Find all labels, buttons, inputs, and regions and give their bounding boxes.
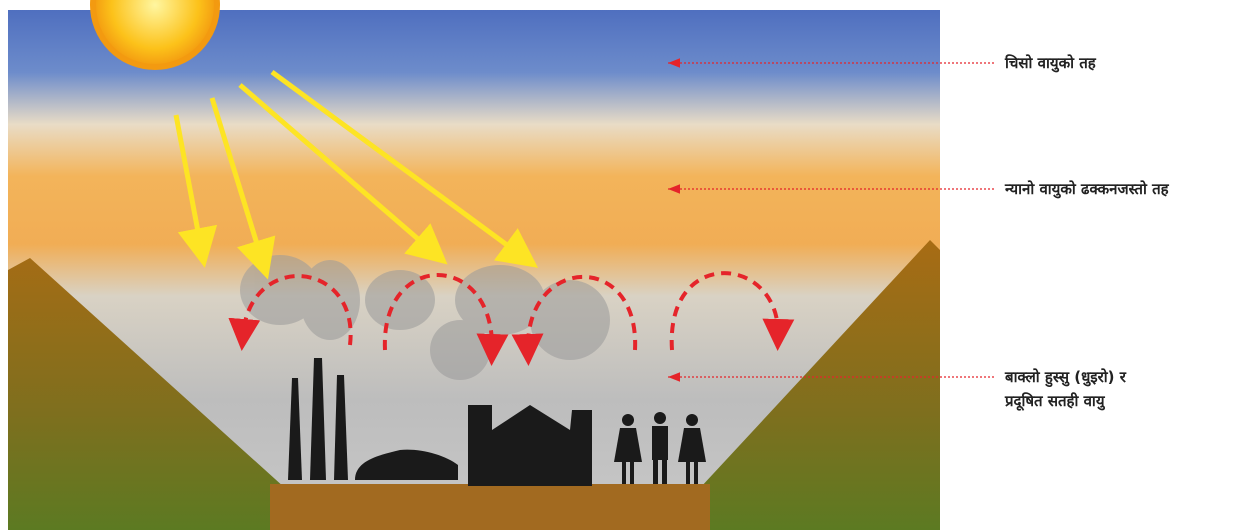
label: बाक्लो हुस्सु (धुइरो) र: [1004, 368, 1127, 388]
pointers: [668, 58, 995, 382]
label: चिसो वायुको तह: [1004, 54, 1097, 73]
label: प्रदूषित सतही वायु: [1004, 392, 1106, 411]
label: न्यानो वायुको ढक्कनजस्तो तह: [1004, 180, 1170, 199]
scene: [8, 0, 940, 530]
